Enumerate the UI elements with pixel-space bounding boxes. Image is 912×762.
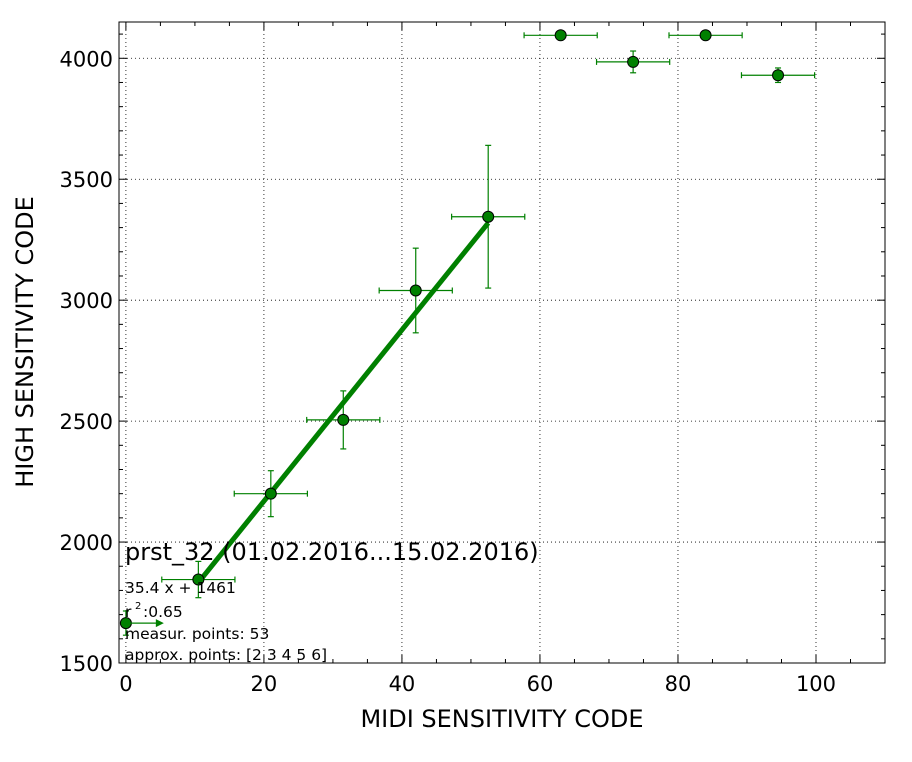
data-point: [409, 284, 422, 297]
x-tick-label: 40: [389, 672, 416, 696]
annotation-title: prst_32 (01.02.2016...15.02.2016): [125, 538, 539, 566]
data-point: [192, 573, 205, 586]
annotation-approx-points: approx. points: [2 3 4 5 6]: [125, 646, 327, 664]
annotation-r2-prefix: r: [125, 603, 132, 621]
x-tick-labels: 0 20 40 60 80 100: [119, 672, 836, 696]
minor-ticks: [119, 22, 885, 664]
data-point: [772, 69, 785, 82]
arrow-head: [155, 619, 164, 628]
x-tick-label: 80: [665, 672, 692, 696]
arrow: [125, 619, 164, 628]
annotation-r2-value: :0.65: [143, 603, 183, 621]
data-point: [482, 210, 495, 223]
data-point: [554, 29, 567, 42]
data-point: [264, 487, 277, 500]
data-point: [699, 29, 712, 42]
x-tick-label: 20: [251, 672, 278, 696]
grid: [119, 22, 885, 664]
x-axis-label: MIDI SENSITIVITY CODE: [360, 705, 643, 733]
x-tick-label: 60: [527, 672, 554, 696]
annotation-measur-points: measur. points: 53: [125, 625, 269, 643]
y-tick-labels: 1500 2000 2500 3000 3500 4000: [60, 47, 113, 676]
y-tick-label: 3000: [60, 289, 113, 313]
annotation-r2-sup: 2: [135, 601, 141, 612]
y-tick-label: 2000: [60, 531, 113, 555]
x-tick-label: 100: [796, 672, 836, 696]
annotation-equation: 35.4 x + 1461: [125, 579, 236, 597]
data-point: [627, 55, 640, 68]
y-tick-label: 4000: [60, 47, 113, 71]
x-tick-label: 0: [119, 672, 132, 696]
y-axis-label: HIGH SENSITIVITY CODE: [11, 196, 39, 488]
plot-frame: [118, 21, 886, 664]
y-tick-label: 1500: [60, 652, 113, 676]
y-tick-label: 3500: [60, 168, 113, 192]
data-point: [337, 413, 350, 426]
y-tick-label: 2500: [60, 410, 113, 434]
annotation-r2: r 2 :0.65: [125, 601, 183, 621]
data-points: [119, 29, 785, 630]
